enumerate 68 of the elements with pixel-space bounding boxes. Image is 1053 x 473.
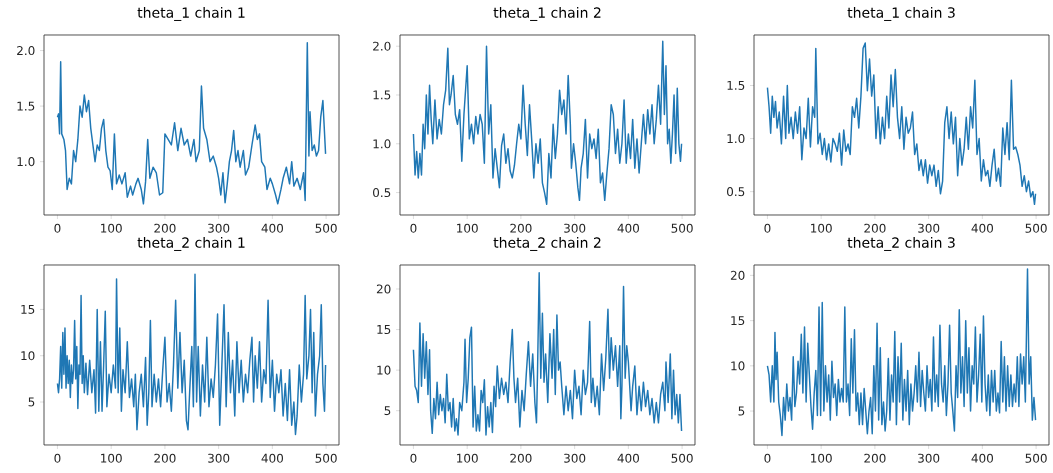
y-tick-label: 5 (384, 406, 391, 416)
chart-title: theta_1 chain 2 (493, 7, 601, 21)
x-tick-label: 300 (564, 223, 586, 233)
x-tick-label: 500 (315, 223, 337, 233)
x-tick-label: 300 (208, 453, 230, 463)
y-tick-label: 1.5 (373, 90, 391, 100)
line-series (766, 42, 1037, 206)
y-tick-label: 0.5 (727, 187, 745, 197)
chart-title: theta_1 chain 1 (137, 7, 245, 21)
line-series (766, 268, 1037, 437)
x-tick-label: 200 (510, 453, 532, 463)
chart-title: theta_2 chain 3 (847, 237, 955, 251)
x-tick-label: 500 (315, 453, 337, 463)
x-tick-label: 300 (918, 223, 940, 233)
x-tick-label: 100 (101, 223, 122, 233)
line-series (412, 272, 683, 436)
y-tick-label: 15 (21, 304, 35, 314)
x-tick-label: 100 (811, 453, 832, 463)
x-tick-label: 200 (864, 453, 886, 463)
x-tick-label: 100 (457, 223, 478, 233)
y-tick-label: 20 (376, 284, 391, 294)
x-tick-label: 400 (971, 453, 994, 463)
y-tick-label: 10 (21, 351, 35, 361)
y-tick-label: 1.5 (727, 81, 745, 90)
x-tick-label: 300 (564, 453, 586, 463)
x-tick-label: 500 (671, 223, 693, 233)
y-tick-label: 20 (730, 270, 745, 280)
x-tick-label: 500 (1025, 223, 1047, 233)
y-tick-label: 2.0 (17, 46, 35, 56)
line-series (412, 40, 683, 205)
x-tick-label: 0 (410, 453, 417, 463)
x-tick-label: 200 (510, 223, 532, 233)
y-tick-label: 15 (731, 316, 745, 326)
y-tick-label: 10 (731, 361, 745, 371)
x-tick-label: 500 (671, 453, 693, 463)
y-tick-label: 5 (28, 397, 35, 407)
x-tick-label: 400 (617, 223, 640, 233)
x-tick-label: 400 (617, 453, 640, 463)
y-tick-label: 0.5 (373, 188, 391, 198)
x-tick-label: 0 (764, 453, 771, 463)
y-tick-label: 2.0 (373, 41, 391, 51)
x-tick-label: 100 (457, 453, 478, 463)
chart-title: theta_1 chain 3 (847, 7, 955, 21)
y-tick-label: 1.0 (727, 134, 745, 144)
x-tick-label: 200 (154, 223, 176, 233)
x-tick-label: 400 (261, 453, 284, 463)
x-tick-label: 100 (101, 453, 122, 463)
chart-title: theta_2 chain 1 (137, 237, 245, 251)
x-tick-label: 300 (918, 453, 940, 463)
y-tick-label: 1.0 (17, 157, 35, 167)
x-tick-label: 400 (261, 223, 284, 233)
y-tick-label: 15 (377, 325, 391, 335)
y-tick-label: 5 (738, 406, 745, 416)
line-series (56, 273, 327, 436)
x-tick-label: 400 (971, 223, 994, 233)
y-tick-label: 1.0 (373, 139, 391, 149)
x-tick-label: 200 (864, 223, 886, 233)
x-tick-label: 0 (764, 223, 771, 233)
x-tick-label: 300 (208, 223, 230, 233)
y-tick-label: 10 (377, 365, 391, 375)
x-tick-label: 0 (54, 453, 61, 463)
x-tick-label: 0 (410, 223, 417, 233)
y-tick-label: 1.5 (17, 101, 35, 111)
x-tick-label: 500 (1025, 453, 1047, 463)
x-tick-label: 100 (811, 223, 832, 233)
x-tick-label: 0 (54, 223, 61, 233)
chart-title: theta_2 chain 2 (493, 237, 601, 251)
x-tick-label: 200 (154, 453, 176, 463)
